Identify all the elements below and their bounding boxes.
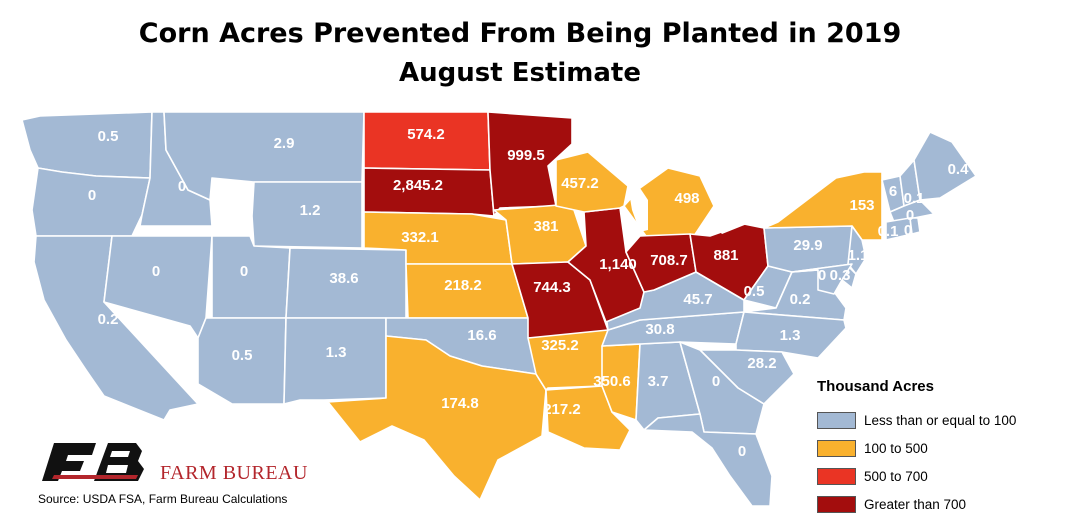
state-value-me: 0.4 [948, 161, 970, 178]
state-value-va: 0.2 [790, 291, 811, 308]
state-ri [909, 217, 921, 235]
state-value-co: 38.6 [329, 270, 358, 287]
legend-swatch [817, 411, 856, 429]
state-value-nd: 574.2 [407, 126, 445, 143]
legend-swatch [817, 439, 856, 457]
state-value-oh: 881 [713, 247, 738, 264]
state-value-ne: 332.1 [401, 229, 439, 246]
state-md [791, 263, 853, 295]
state-value-ks: 218.2 [444, 277, 482, 294]
lake-erie [714, 216, 752, 234]
brand-name: FARM BUREAU [160, 462, 308, 484]
legend-label: Less than or equal to 100 [864, 412, 1017, 428]
state-value-mi: 498 [674, 190, 699, 207]
state-wy [251, 181, 363, 249]
legend-item-mid: 100 to 500 [817, 438, 928, 458]
farm-bureau-logo-icon [42, 443, 144, 481]
state-value-wi: 457.2 [561, 175, 599, 192]
map-subtitle: August Estimate [399, 58, 641, 88]
state-value-mo: 744.3 [533, 279, 571, 296]
state-nj [847, 225, 867, 275]
state-value-sc: 28.2 [747, 355, 776, 372]
state-value-az: 0.5 [232, 347, 253, 364]
state-value-nh: 0.1 [904, 190, 925, 207]
state-il [567, 207, 645, 323]
legend-swatch [817, 495, 856, 513]
legend-item-top: Greater than 700 [817, 494, 966, 514]
state-value-vt: 6 [889, 183, 897, 200]
state-value-nj: 1.1 [848, 247, 869, 264]
state-value-ri: 0 [904, 222, 912, 239]
state-value-ok: 16.6 [467, 327, 496, 344]
state-value-ny: 153 [849, 197, 874, 214]
state-value-in: 708.7 [650, 252, 688, 269]
legend-label: 100 to 500 [864, 440, 928, 456]
state-value-nv: 0 [152, 263, 160, 280]
state-fl [643, 413, 773, 507]
state-value-ar: 325.2 [541, 337, 579, 354]
state-value-tx: 174.8 [441, 395, 479, 412]
legend-item-low: Less than or equal to 100 [817, 410, 1016, 430]
state-value-ky: 45.7 [683, 291, 712, 308]
state-value-ca: 0.2 [98, 311, 119, 328]
state-value-il: 1,140 [599, 256, 637, 273]
state-wi [555, 151, 629, 213]
state-value-wa: 0.5 [98, 128, 119, 145]
state-value-mt: 2.9 [274, 135, 295, 152]
state-value-mn: 999.5 [507, 147, 545, 164]
state-value-ia: 381 [533, 218, 558, 235]
map-title: Corn Acres Prevented From Being Planted … [138, 18, 902, 49]
state-ut [211, 235, 291, 319]
state-value-md: 0 [818, 267, 826, 284]
state-sd [363, 167, 495, 217]
state-value-wv: 0.5 [744, 283, 765, 300]
state-value-wy: 1.2 [300, 202, 321, 219]
state-value-nm: 1.3 [326, 344, 347, 361]
state-value-fl: 0 [738, 443, 746, 460]
state-value-ut: 0 [240, 263, 248, 280]
state-value-sd: 2,845.2 [393, 177, 443, 194]
state-value-ct: 0.1 [878, 223, 899, 240]
state-value-ma: 0 [906, 207, 914, 224]
legend-swatch [817, 467, 856, 485]
state-ny [763, 171, 883, 241]
source-note: Source: USDA FSA, Farm Bureau Calculatio… [38, 492, 288, 506]
legend-title: Thousand Acres [817, 378, 934, 395]
legend-item-high: 500 to 700 [817, 466, 928, 486]
state-value-ms: 350.6 [593, 373, 631, 390]
state-tx [327, 335, 547, 501]
state-value-nc: 1.3 [780, 327, 801, 344]
state-value-pa: 29.9 [793, 237, 822, 254]
legend-label: Greater than 700 [864, 496, 967, 512]
state-value-or: 0 [88, 187, 96, 204]
state-value-tn: 30.8 [645, 321, 674, 338]
state-value-ga: 0 [712, 373, 720, 390]
state-value-al: 3.7 [648, 373, 669, 390]
state-value-de: 0.3 [830, 267, 851, 284]
lake-michigan [628, 186, 648, 232]
state-value-la: 217.2 [543, 401, 581, 418]
state-value-id: 0 [178, 178, 186, 195]
state-nm [283, 317, 387, 405]
legend-label: 500 to 700 [864, 468, 928, 484]
